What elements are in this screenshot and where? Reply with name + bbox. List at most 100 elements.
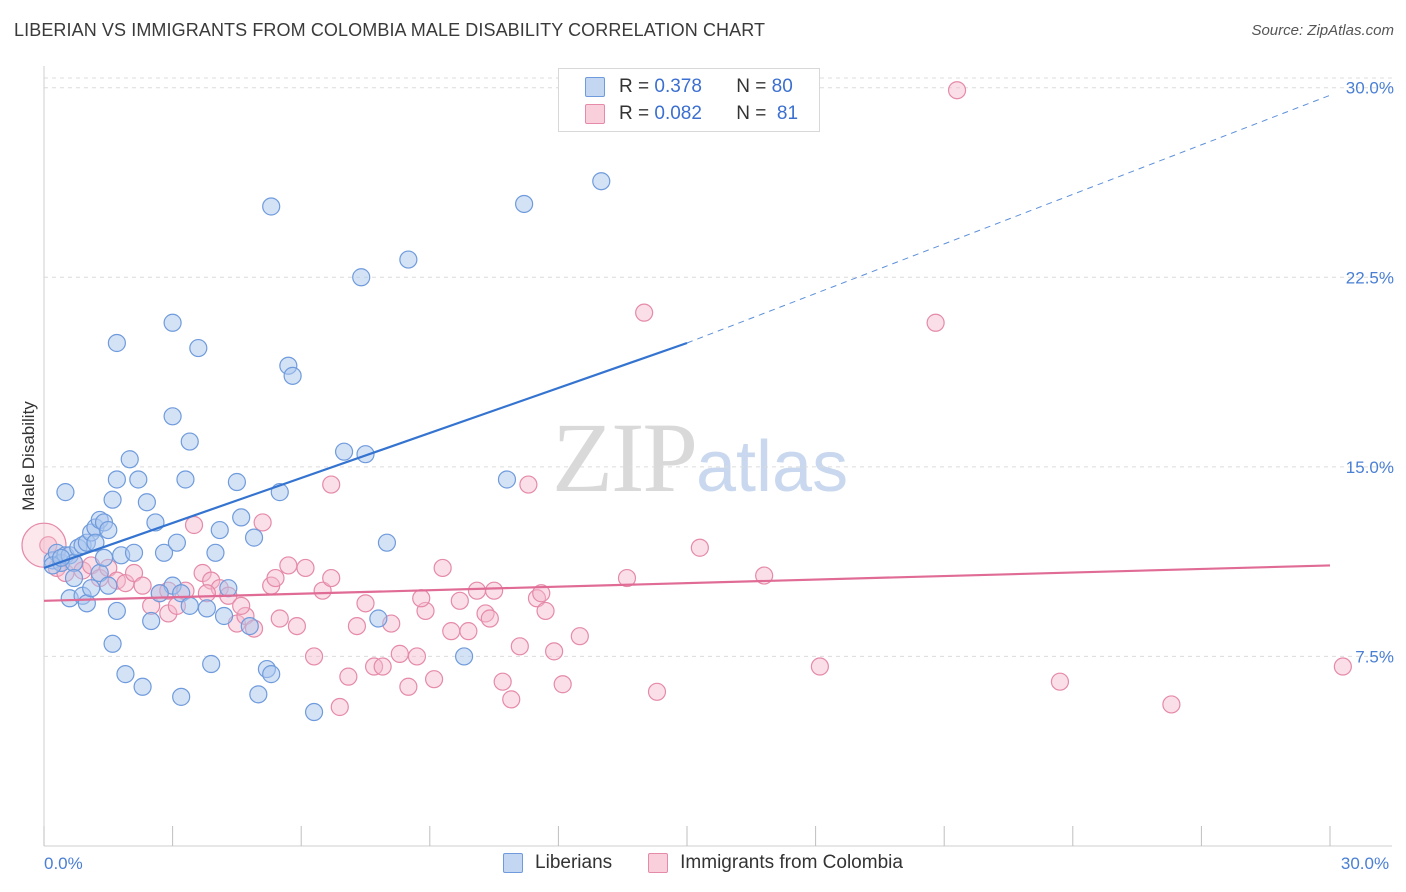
colombia-point xyxy=(617,568,637,588)
colombia-point xyxy=(442,622,461,641)
liberians-point xyxy=(99,520,118,540)
source-label: Source: ZipAtlas.com xyxy=(1251,22,1394,39)
bottom-legend-liberians[interactable]: Liberians xyxy=(503,852,612,874)
liberians-point xyxy=(163,407,182,426)
liberians-trend-extension xyxy=(686,94,1331,344)
liberians-point xyxy=(249,685,268,704)
liberians-point xyxy=(107,601,126,621)
liberians-point xyxy=(232,508,251,527)
series-liberians-points xyxy=(43,172,611,722)
liberians-point xyxy=(107,333,126,353)
liberians-point xyxy=(86,533,105,552)
legend-row-liberians: R = 0.378 N = 80 xyxy=(559,73,793,101)
liberians-point xyxy=(163,313,182,332)
liberians-point xyxy=(64,568,84,588)
liberians-point xyxy=(399,250,418,269)
liberians-point xyxy=(103,490,122,509)
liberians-point xyxy=(210,520,229,540)
legend-swatch-colombia xyxy=(585,104,605,124)
colombia-point xyxy=(412,589,431,608)
y-tick-label: 7.5% xyxy=(1355,647,1394,666)
liberians-point xyxy=(82,579,101,598)
liberians-point xyxy=(77,594,96,613)
colombia-point xyxy=(690,538,709,557)
colombia-point xyxy=(313,581,332,600)
legend-swatch-liberians xyxy=(585,77,605,97)
colombia-point xyxy=(926,313,945,332)
liberians-point xyxy=(515,194,534,214)
liberians-point xyxy=(129,470,148,489)
liberians-point xyxy=(352,268,371,287)
liberians-point xyxy=(94,548,114,567)
y-tick-label: 22.5% xyxy=(1346,268,1394,287)
liberians-point xyxy=(283,366,302,385)
liberians-point xyxy=(497,470,517,489)
legend-r-label: R = xyxy=(619,103,650,124)
colombia-point xyxy=(810,657,829,676)
chart-title: LIBERIAN VS IMMIGRANTS FROM COLOMBIA MAL… xyxy=(14,20,766,40)
liberians-point xyxy=(262,197,281,216)
liberians-point xyxy=(206,543,225,562)
colombia-point xyxy=(519,475,538,494)
liberians-point xyxy=(137,493,156,512)
bottom-legend-swatch-liberians xyxy=(503,853,524,873)
colombia-point xyxy=(493,672,512,691)
liberians-point xyxy=(180,432,199,451)
colombia-point xyxy=(330,697,349,717)
colombia-point xyxy=(304,647,324,666)
bottom-legend-colombia[interactable]: Immigrants from Colombia xyxy=(648,852,903,874)
colombia-point xyxy=(635,303,654,322)
bottom-legend: Liberians Immigrants from Colombia xyxy=(0,852,1406,874)
liberians-point xyxy=(189,338,208,358)
legend-n-value-liberians: 80 xyxy=(771,76,793,97)
colombia-point xyxy=(232,596,251,615)
colombia-point xyxy=(532,584,551,603)
liberians-trend-line xyxy=(43,341,688,569)
bottom-legend-label-liberians: Liberians xyxy=(535,852,613,873)
colombia-point xyxy=(536,601,555,621)
colombia-point xyxy=(296,558,315,578)
liberians-point xyxy=(180,596,199,615)
x-tick-label: 0.0% xyxy=(44,854,83,873)
liberians-point xyxy=(214,606,234,626)
colombia-point xyxy=(467,581,487,600)
colombia-point xyxy=(347,616,367,636)
colombia-point xyxy=(373,657,392,676)
colombia-point xyxy=(356,594,375,613)
liberians-point xyxy=(124,543,144,562)
legend-row-colombia: R = 0.082 N = 81 xyxy=(559,100,798,128)
liberians-point xyxy=(99,576,118,595)
liberians-point xyxy=(56,483,75,502)
liberians-point xyxy=(172,687,191,706)
y-axis-label: Male Disability xyxy=(19,401,38,511)
liberians-point xyxy=(116,665,135,684)
liberians-point xyxy=(240,616,259,636)
liberians-point xyxy=(150,584,169,603)
colombia-point xyxy=(424,670,444,689)
liberians-point xyxy=(227,472,246,492)
liberians-point xyxy=(142,611,161,631)
colombia-point xyxy=(947,81,967,100)
liberians-point xyxy=(356,445,375,464)
colombia-point xyxy=(322,568,341,588)
colombia-point xyxy=(647,682,667,701)
colombia-point xyxy=(124,563,144,583)
liberians-point xyxy=(244,528,264,547)
colombia-point xyxy=(287,616,307,636)
watermark-zip: ZIP xyxy=(552,402,698,513)
colombia-point xyxy=(197,584,216,603)
liberians-point xyxy=(103,634,122,653)
colombia-point xyxy=(270,609,289,628)
colombia-point xyxy=(407,647,427,666)
colombia-point xyxy=(502,690,521,709)
colombia-point xyxy=(1162,695,1181,714)
liberians-point xyxy=(197,599,216,618)
x-tick-label: 30.0% xyxy=(1341,854,1389,873)
colombia-point xyxy=(433,558,452,578)
colombia-point xyxy=(1050,672,1070,691)
liberians-point xyxy=(369,609,388,628)
liberians-point xyxy=(202,654,221,674)
colombia-point xyxy=(510,637,529,656)
colombia-point xyxy=(339,667,358,686)
